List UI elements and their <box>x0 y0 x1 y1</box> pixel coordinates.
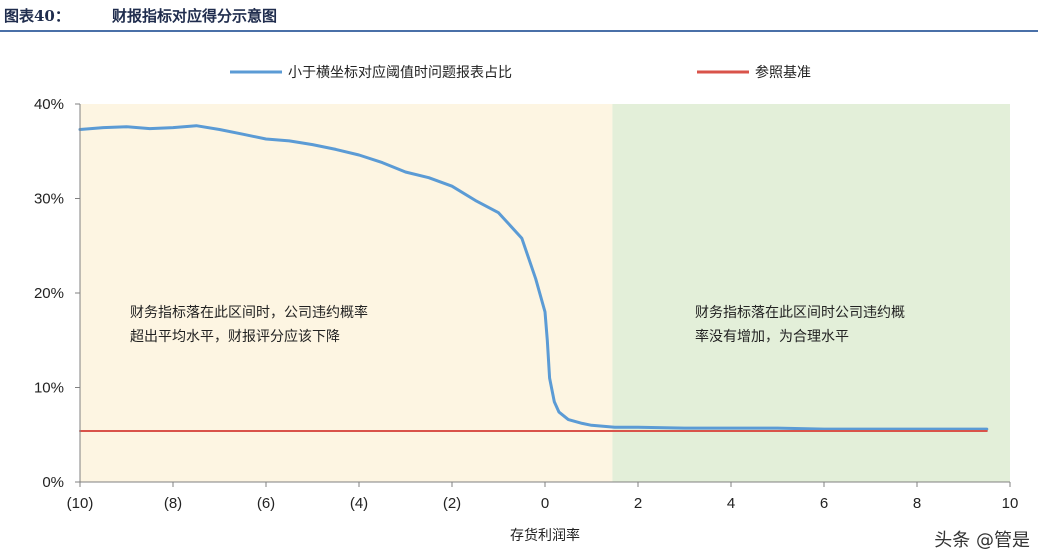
y-tick-label: 40% <box>34 96 64 113</box>
region-1 <box>612 104 1010 482</box>
series-line-0 <box>78 124 989 431</box>
x-tick-label: (4) <box>350 495 368 512</box>
x-tick-label: (2) <box>443 495 461 512</box>
y-tick-label: 0% <box>42 474 64 491</box>
legend-label-0: 小于横坐标对应阈值时问题报表占比 <box>288 64 512 81</box>
legend-label-1: 参照基准 <box>755 64 811 81</box>
figure-label: 图表40： <box>4 7 70 25</box>
region-1-annotation-line-0: 财务指标落在此区间时公司违约概 <box>695 305 905 321</box>
region-1-annotation-line-1: 率没有增加，为合理水平 <box>695 328 849 345</box>
y-tick-label: 30% <box>34 191 64 208</box>
region-0-annotation-line-1: 超出平均水平，财报评分应该下降 <box>130 328 340 345</box>
x-tick-label: 6 <box>820 495 828 512</box>
region-0 <box>80 104 613 482</box>
figure-header: 图表40： 财报指标对应得分示意图 <box>0 0 1038 32</box>
figure-title: 财报指标对应得分示意图 <box>112 7 278 25</box>
x-tick-label: 4 <box>727 495 735 512</box>
x-tick-label: (8) <box>164 495 182 512</box>
y-tick-label: 20% <box>34 285 64 302</box>
y-tick-label: 10% <box>34 380 64 397</box>
x-tick-label: 0 <box>541 495 549 512</box>
x-axis-label: 存货利润率 <box>510 527 580 544</box>
region-0-annotation-line-0: 财务指标落在此区间时，公司违约概率 <box>130 304 368 321</box>
x-tick-label: 8 <box>913 495 921 512</box>
x-tick-label: 10 <box>1002 495 1019 512</box>
watermark: 头条 @管是 <box>934 530 1030 551</box>
x-tick-label: 2 <box>634 495 642 512</box>
x-tick-label: (6) <box>257 495 275 512</box>
x-tick-label: (10) <box>67 495 94 512</box>
